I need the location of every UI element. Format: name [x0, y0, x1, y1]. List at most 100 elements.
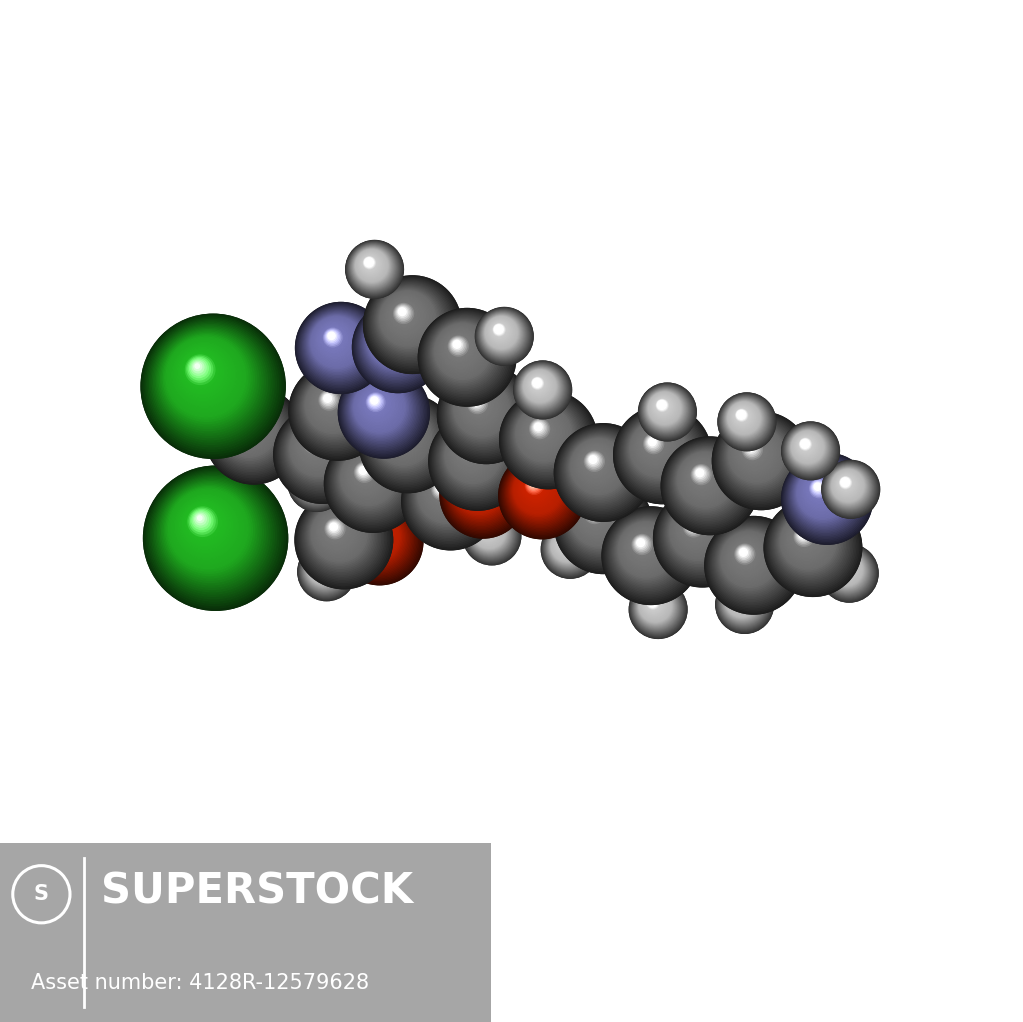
Circle shape	[499, 453, 585, 539]
Circle shape	[610, 514, 687, 592]
Circle shape	[534, 379, 540, 385]
Circle shape	[464, 508, 519, 563]
Circle shape	[293, 458, 339, 504]
Circle shape	[786, 458, 865, 537]
Circle shape	[785, 425, 834, 474]
Circle shape	[450, 432, 492, 474]
Circle shape	[788, 459, 862, 535]
Circle shape	[477, 309, 531, 363]
Circle shape	[412, 462, 483, 532]
Circle shape	[336, 446, 404, 513]
Circle shape	[309, 472, 313, 477]
Circle shape	[462, 444, 473, 454]
Circle shape	[776, 510, 842, 576]
Circle shape	[457, 384, 503, 430]
Circle shape	[464, 509, 518, 562]
Circle shape	[391, 423, 408, 440]
Circle shape	[291, 364, 384, 457]
Circle shape	[383, 417, 419, 454]
Circle shape	[552, 530, 581, 560]
Circle shape	[453, 380, 509, 437]
Circle shape	[374, 286, 443, 355]
Circle shape	[807, 476, 833, 502]
Circle shape	[676, 510, 715, 550]
Circle shape	[436, 325, 488, 376]
Circle shape	[505, 459, 575, 527]
Circle shape	[509, 400, 582, 473]
Circle shape	[832, 555, 859, 583]
Circle shape	[484, 526, 487, 529]
Circle shape	[721, 580, 764, 624]
Circle shape	[812, 481, 825, 494]
Circle shape	[804, 474, 837, 506]
Circle shape	[792, 524, 818, 551]
Circle shape	[292, 422, 343, 473]
Circle shape	[790, 522, 821, 554]
Circle shape	[353, 247, 392, 286]
Circle shape	[531, 377, 544, 390]
Circle shape	[303, 547, 349, 593]
Circle shape	[717, 527, 783, 594]
Circle shape	[291, 456, 342, 507]
Circle shape	[206, 408, 244, 447]
Circle shape	[531, 481, 535, 486]
Circle shape	[526, 415, 555, 445]
Circle shape	[349, 243, 398, 292]
Circle shape	[459, 442, 478, 459]
Circle shape	[394, 427, 402, 434]
Circle shape	[363, 257, 375, 269]
Circle shape	[737, 411, 746, 419]
Circle shape	[204, 407, 247, 450]
Circle shape	[705, 516, 802, 614]
Circle shape	[654, 490, 751, 587]
Circle shape	[631, 533, 654, 556]
Circle shape	[442, 453, 524, 536]
Circle shape	[357, 517, 390, 550]
Circle shape	[348, 509, 404, 565]
Circle shape	[480, 311, 527, 359]
Circle shape	[672, 448, 741, 516]
Circle shape	[218, 399, 281, 462]
Circle shape	[434, 322, 492, 381]
Circle shape	[373, 284, 446, 358]
Circle shape	[611, 515, 686, 591]
Circle shape	[385, 331, 392, 338]
Circle shape	[275, 407, 370, 502]
Circle shape	[489, 320, 512, 343]
Circle shape	[365, 525, 376, 537]
Circle shape	[447, 375, 520, 448]
Circle shape	[210, 412, 237, 439]
Circle shape	[837, 474, 856, 494]
Circle shape	[793, 525, 815, 548]
Circle shape	[551, 529, 583, 561]
Circle shape	[614, 406, 711, 504]
Circle shape	[444, 332, 476, 364]
Circle shape	[361, 397, 454, 490]
Circle shape	[212, 414, 233, 435]
Circle shape	[342, 503, 415, 576]
Circle shape	[683, 458, 723, 497]
Circle shape	[293, 458, 338, 503]
Circle shape	[706, 517, 801, 612]
Circle shape	[351, 511, 400, 561]
Circle shape	[419, 469, 471, 520]
Circle shape	[451, 378, 515, 442]
Circle shape	[783, 423, 838, 478]
Circle shape	[733, 408, 751, 425]
Circle shape	[820, 545, 878, 602]
Circle shape	[329, 334, 332, 336]
Circle shape	[634, 585, 680, 631]
Circle shape	[346, 240, 403, 298]
Circle shape	[661, 497, 740, 574]
Circle shape	[603, 508, 698, 603]
Circle shape	[341, 369, 427, 455]
Circle shape	[447, 429, 498, 480]
Circle shape	[301, 431, 328, 458]
Circle shape	[791, 461, 858, 529]
Circle shape	[344, 452, 392, 501]
Circle shape	[150, 323, 270, 443]
Circle shape	[638, 383, 697, 440]
Circle shape	[361, 521, 384, 543]
Circle shape	[740, 413, 742, 415]
Circle shape	[487, 318, 515, 345]
